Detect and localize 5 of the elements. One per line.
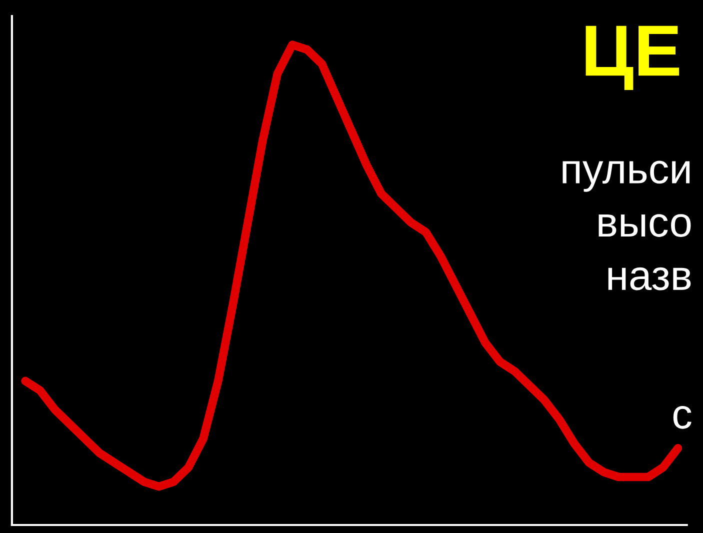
annotation: пульси	[562, 160, 690, 192]
annotation: с	[673, 406, 692, 429]
annotation: назв	[608, 267, 691, 290]
chart-title: ЦЕ	[586, 26, 680, 90]
annotation: высо	[598, 214, 691, 237]
